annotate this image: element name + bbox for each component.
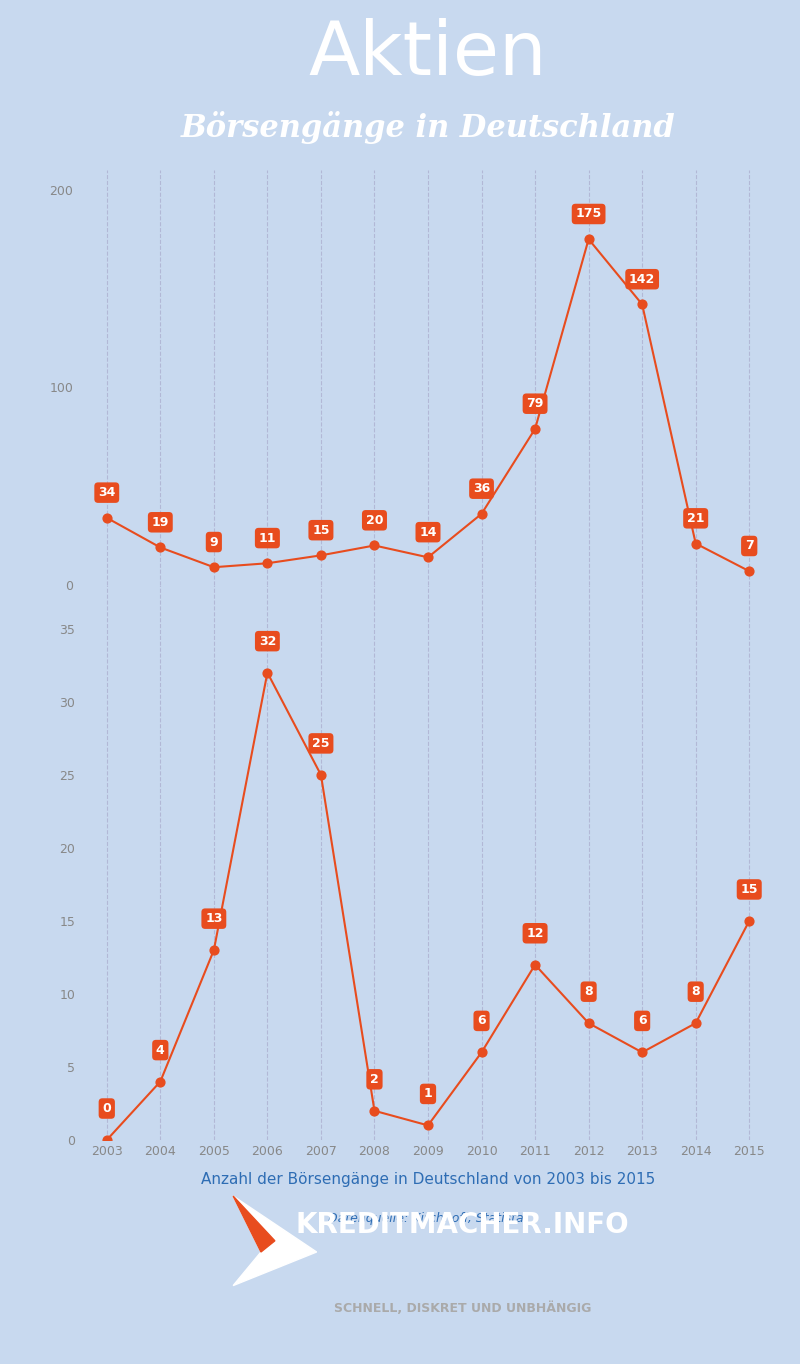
Polygon shape (233, 1196, 317, 1286)
Text: SCHNELL, DISKRET UND UNBHÄNGIG: SCHNELL, DISKRET UND UNBHÄNGIG (334, 1301, 591, 1315)
Point (207, 940, 220, 962)
Text: 175: 175 (575, 207, 602, 221)
Point (314, 544, 327, 566)
Point (582, 1012, 595, 1034)
Text: 15: 15 (741, 883, 758, 896)
Point (207, 557, 220, 578)
Text: 142: 142 (629, 273, 655, 285)
Text: Aktien: Aktien (309, 18, 547, 91)
Polygon shape (233, 1196, 275, 1252)
Point (582, 228, 595, 250)
Text: 14: 14 (419, 525, 437, 539)
Text: 34: 34 (98, 486, 115, 499)
X-axis label: Anzahl der Börsengänge in Deutschland von 1990 bis 2002: Anzahl der Börsengänge in Deutschland vo… (201, 617, 655, 632)
Text: 79: 79 (526, 397, 544, 411)
Text: 8: 8 (584, 985, 593, 998)
Point (314, 764, 327, 786)
Point (261, 552, 274, 574)
Text: 4: 4 (156, 1043, 165, 1057)
Point (100, 507, 113, 529)
Point (422, 547, 434, 569)
Point (154, 1071, 166, 1093)
Text: 19: 19 (152, 516, 169, 529)
Text: 20: 20 (366, 514, 383, 527)
Point (636, 293, 649, 315)
Text: 25: 25 (312, 737, 330, 750)
Text: 0: 0 (102, 1102, 111, 1114)
Point (743, 561, 756, 582)
Text: Börsengänge in Deutschland: Börsengänge in Deutschland (181, 110, 675, 145)
Text: 8: 8 (691, 985, 700, 998)
Text: Datenquelle: Kirchhoff, Statista;: Datenquelle: Kirchhoff, Statista; (328, 1213, 528, 1225)
Point (475, 503, 488, 525)
Text: 6: 6 (478, 1015, 486, 1027)
Point (529, 953, 542, 975)
Point (261, 662, 274, 683)
Text: 21: 21 (687, 512, 705, 525)
Point (636, 1042, 649, 1064)
Text: 12: 12 (526, 926, 544, 940)
Point (475, 1042, 488, 1064)
Text: 32: 32 (258, 634, 276, 648)
Text: 15: 15 (312, 524, 330, 536)
Point (690, 1012, 702, 1034)
Point (100, 1129, 113, 1151)
Point (368, 1099, 381, 1121)
Text: 7: 7 (745, 540, 754, 552)
Text: 6: 6 (638, 1015, 646, 1027)
X-axis label: Anzahl der Börsengänge in Deutschland von 2003 bis 2015: Anzahl der Börsengänge in Deutschland vo… (201, 1172, 655, 1187)
Point (368, 535, 381, 557)
Point (422, 1114, 434, 1136)
Point (690, 532, 702, 554)
Text: 13: 13 (205, 913, 222, 925)
Point (743, 910, 756, 932)
Point (154, 536, 166, 558)
Point (529, 417, 542, 439)
Text: 9: 9 (210, 536, 218, 548)
Text: KREDITMACHER.INFO: KREDITMACHER.INFO (296, 1211, 630, 1239)
Text: 36: 36 (473, 483, 490, 495)
Text: 11: 11 (258, 532, 276, 544)
Text: 2: 2 (370, 1073, 379, 1086)
Text: 1: 1 (424, 1087, 432, 1101)
